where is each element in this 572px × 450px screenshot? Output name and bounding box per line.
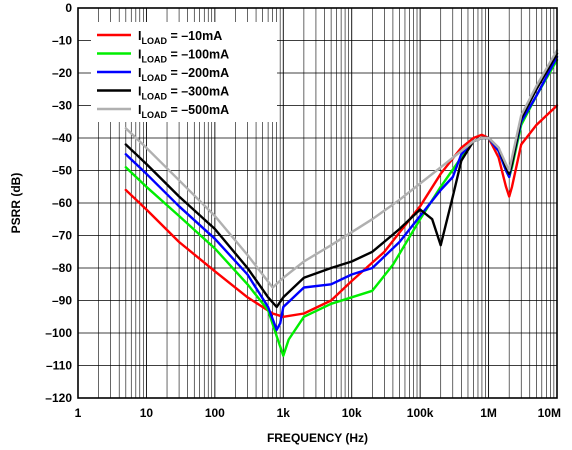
x-tick-label: 1k [277, 406, 291, 420]
legend-label: ILOAD = –300mA [138, 85, 229, 102]
y-tick-labels: 0 –10 –20 –30 –40 –50 –60 –70 –80 –90 –100 –110 –120 [45, 1, 72, 405]
x-axis-title: FREQUENCY (Hz) [267, 431, 368, 445]
x-tick-label: 1 [75, 406, 82, 420]
y-tick-label: –50 [52, 164, 72, 178]
x-tick-label: 10k [342, 406, 362, 420]
series-line [124, 55, 559, 331]
y-tick-label: –70 [52, 229, 72, 243]
legend-label: ILOAD = –100mA [138, 48, 229, 65]
plot-frame [77, 7, 558, 399]
legend-label: ILOAD = –10mA [138, 29, 222, 46]
legend-label: ILOAD = –500mA [138, 103, 229, 120]
series-line [124, 104, 559, 318]
y-tick-label: –40 [52, 131, 72, 145]
y-tick-label: –110 [46, 359, 72, 373]
x-tick-label: 1M [480, 406, 497, 420]
x-tick-label: 10M [538, 406, 561, 420]
y-tick-label: –100 [45, 326, 72, 340]
y-axis-title: PSRR (dB) [9, 173, 23, 234]
x-tick-label: 100 [205, 406, 225, 420]
y-tick-label: –90 [52, 294, 72, 308]
series-line [124, 49, 559, 289]
y-tick-label: –30 [52, 99, 72, 113]
legend-label: ILOAD = –200mA [138, 66, 229, 83]
x-tick-label: 10 [140, 406, 154, 420]
y-tick-label: –10 [52, 34, 72, 48]
y-tick-label: –60 [52, 196, 72, 210]
y-tick-label: –80 [52, 261, 72, 275]
series-line [124, 52, 559, 309]
y-tick-label: –20 [52, 66, 72, 80]
y-tick-label: –120 [45, 391, 72, 405]
x-tick-labels: 1 10 100 1k 10k 100k 1M 10M [75, 406, 561, 420]
x-tick-label: 100k [407, 406, 434, 420]
series-layer [124, 49, 559, 357]
y-tick-label: 0 [65, 1, 72, 15]
